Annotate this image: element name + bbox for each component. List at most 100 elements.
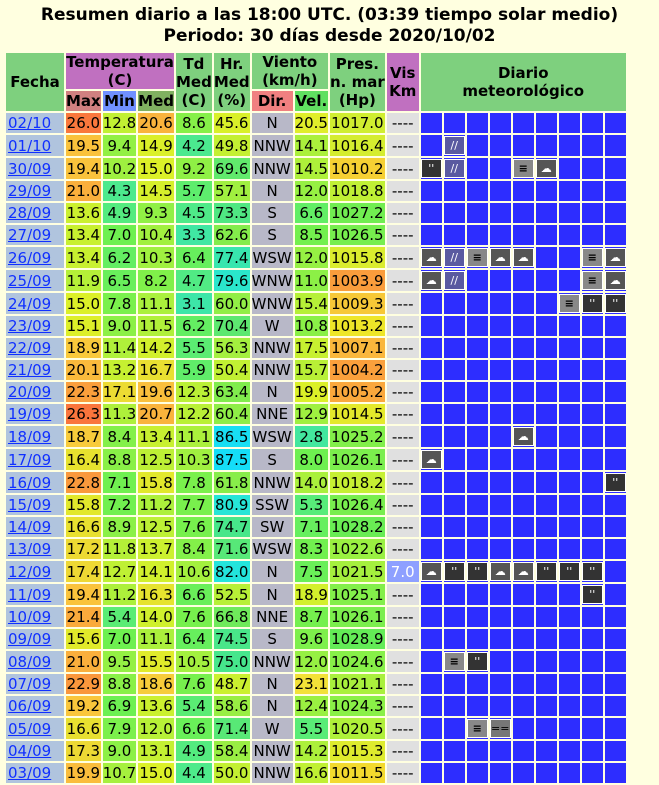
date-link[interactable]: 07/09 <box>8 675 52 693</box>
pressure-cell: 1026.1 <box>329 607 385 627</box>
date-link[interactable]: 24/09 <box>8 294 52 313</box>
diary-cell <box>512 495 534 515</box>
diary-cell <box>443 404 465 424</box>
diary-cell <box>604 741 626 761</box>
max-temp-cell: 21.4 <box>66 607 101 627</box>
table-row: 26/09 13.4 6.2 10.3 6.4 77.4 WSW 12.0 1015.8 ----… <box>6 247 626 268</box>
dew-point-cell: 4.4 <box>175 763 212 783</box>
diary-cell <box>489 225 511 245</box>
drizzle-icon: '' <box>581 562 603 581</box>
date-link[interactable]: 13/09 <box>8 540 52 558</box>
col-viento-label: Viento <box>262 53 318 71</box>
med-temp-cell: 15.5 <box>138 651 174 672</box>
date-link[interactable]: 18/09 <box>8 427 52 446</box>
date-link[interactable]: 10/09 <box>8 608 52 626</box>
table-row: 11/09 19.4 11.2 16.3 6.6 52.5 N 18.9 1025.1 ---- '… <box>6 584 626 605</box>
diary-cell: // <box>443 135 465 156</box>
diary-cell <box>489 181 511 201</box>
date-link[interactable]: 08/09 <box>8 652 52 671</box>
diary-cell <box>581 113 603 133</box>
max-temp-cell: 19.5 <box>66 135 101 156</box>
date-link[interactable]: 03/09 <box>8 764 52 782</box>
date-link[interactable]: 17/09 <box>8 450 52 469</box>
date-cell: 25/09 <box>6 270 64 291</box>
diary-cell <box>512 607 534 627</box>
diary-cell: '' <box>581 584 603 605</box>
date-link[interactable]: 04/09 <box>8 742 52 760</box>
date-link[interactable]: 27/09 <box>8 226 52 244</box>
date-link[interactable]: 26/09 <box>8 248 52 267</box>
date-link[interactable]: 25/09 <box>8 271 52 290</box>
pressure-cell: 1014.5 <box>329 404 385 424</box>
wind-dir-cell: SW <box>251 517 293 537</box>
col-dir: Dir. <box>251 91 293 111</box>
date-link[interactable]: 29/09 <box>8 182 52 200</box>
date-link[interactable]: 30/09 <box>8 159 52 178</box>
diary-cell <box>535 607 557 627</box>
diary-cell <box>604 449 626 470</box>
date-link[interactable]: 01/10 <box>8 136 52 155</box>
date-link[interactable]: 20/09 <box>8 383 52 401</box>
visibility-cell: ---- <box>386 113 419 133</box>
col-fecha: Fecha <box>6 53 64 111</box>
med-temp-cell: 20.6 <box>138 113 174 133</box>
med-temp-cell: 16.7 <box>138 360 174 380</box>
date-link[interactable]: 16/09 <box>8 473 52 492</box>
date-link[interactable]: 19/09 <box>8 405 52 423</box>
col-td-l1: Td <box>183 55 205 73</box>
rain-cloud-icon: ☁ <box>420 450 442 469</box>
diary-cell <box>604 539 626 559</box>
diary-cell <box>581 651 603 672</box>
diary-cell <box>443 763 465 783</box>
diary-cell <box>420 225 442 245</box>
visibility-cell: ---- <box>386 607 419 627</box>
diary-cell <box>420 316 442 336</box>
date-link[interactable]: 09/09 <box>8 630 52 648</box>
date-link[interactable]: 06/09 <box>8 697 52 715</box>
table-row: 06/09 19.2 6.9 13.6 5.4 58.6 N 12.4 1024.3 ---- <box>6 696 626 716</box>
diary-cell <box>420 404 442 424</box>
date-link[interactable]: 22/09 <box>8 339 52 357</box>
dew-point-cell: 6.6 <box>175 718 212 739</box>
med-temp-cell: 14.0 <box>138 607 174 627</box>
humidity-cell: 48.7 <box>213 674 250 694</box>
med-temp-cell: 13.4 <box>138 426 174 447</box>
date-link[interactable]: 28/09 <box>8 204 52 222</box>
wind-speed-cell: 18.9 <box>294 584 328 605</box>
diary-cell <box>535 472 557 493</box>
wind-dir-cell: NNW <box>251 360 293 380</box>
date-link[interactable]: 02/10 <box>8 114 52 132</box>
diary-cell <box>535 539 557 559</box>
drizzle-icon: '' <box>420 159 442 178</box>
diary-cell <box>512 181 534 201</box>
diary-cell <box>443 426 465 447</box>
date-link[interactable]: 11/09 <box>8 585 52 604</box>
date-cell: 05/09 <box>6 718 64 739</box>
diary-cell <box>466 449 488 470</box>
diary-cell <box>489 203 511 223</box>
date-link[interactable]: 14/09 <box>8 518 52 536</box>
diary-cell <box>443 382 465 402</box>
humidity-cell: 49.8 <box>213 135 250 156</box>
date-link[interactable]: 12/09 <box>8 562 52 581</box>
med-temp-cell: 12.0 <box>138 718 174 739</box>
col-hr-l2: Med <box>213 73 250 91</box>
diary-cell <box>466 270 488 291</box>
date-link[interactable]: 23/09 <box>8 317 52 335</box>
date-link[interactable]: 21/09 <box>8 361 52 379</box>
wind-speed-cell: 12.0 <box>294 651 328 672</box>
date-link[interactable]: 15/09 <box>8 496 52 514</box>
date-link[interactable]: 05/09 <box>8 719 52 738</box>
max-temp-cell: 19.9 <box>66 763 101 783</box>
humidity-cell: 52.5 <box>213 584 250 605</box>
diary-cell <box>581 404 603 424</box>
diary-cell: ☁ <box>512 426 534 447</box>
diary-cell: // <box>443 270 465 291</box>
humidity-cell: 86.5 <box>213 426 250 447</box>
diary-cell <box>466 293 488 314</box>
max-temp-cell: 21.0 <box>66 651 101 672</box>
min-temp-cell: 11.4 <box>102 338 137 358</box>
diary-cell <box>466 674 488 694</box>
humidity-cell: 50.4 <box>213 360 250 380</box>
diary-cell <box>604 696 626 716</box>
